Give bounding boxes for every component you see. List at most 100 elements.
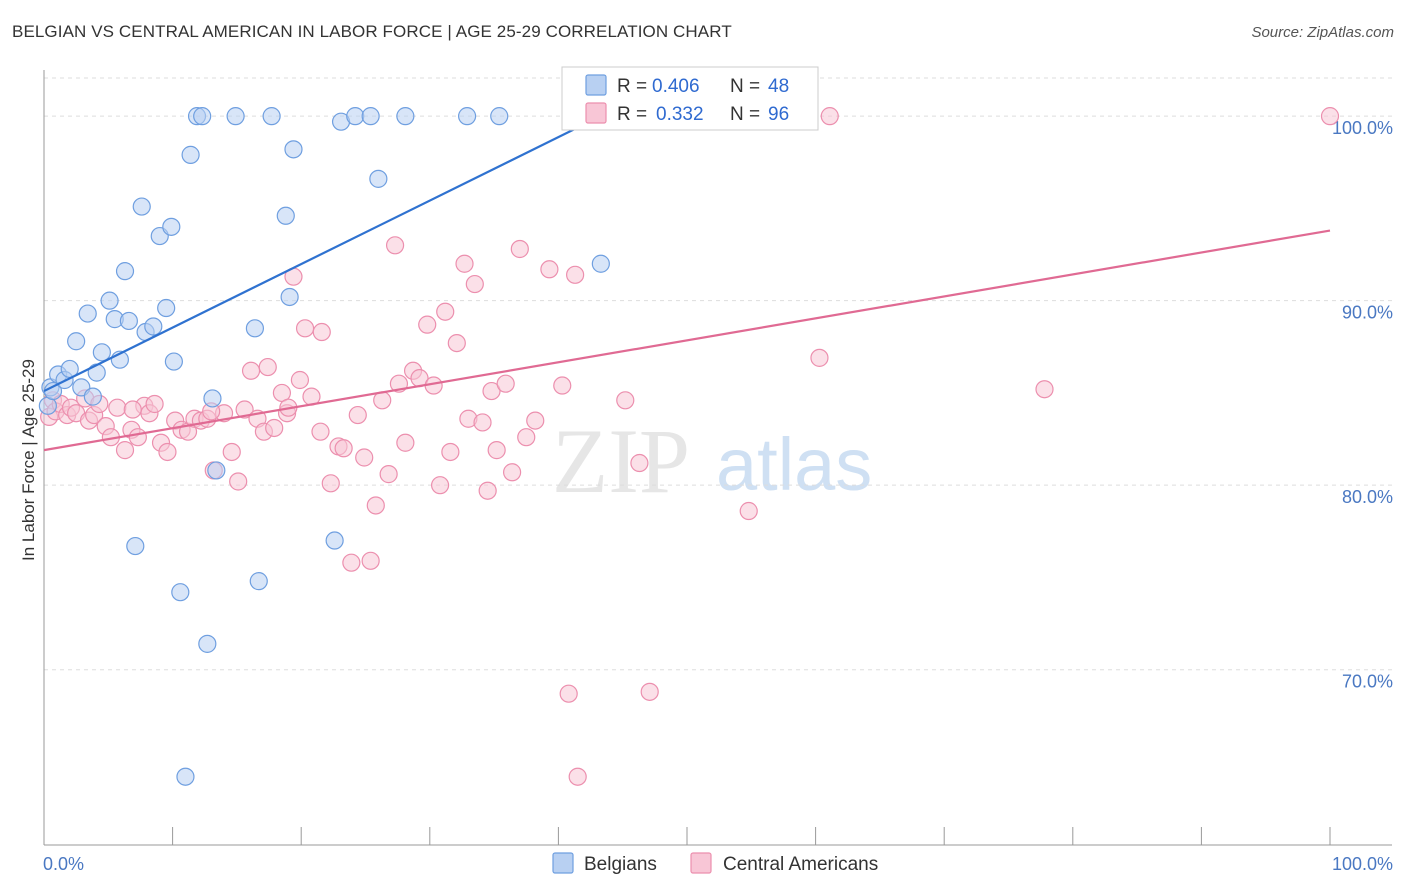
bottom-legend-belgian-label: Belgians	[584, 854, 657, 875]
central-american-point-89	[810, 348, 829, 367]
central-american-point-33	[241, 361, 261, 380]
belgian-point-6	[67, 332, 86, 351]
central-american-point-37	[265, 418, 284, 438]
central-american-point-80	[553, 376, 572, 395]
central-american-point-45	[312, 322, 331, 342]
y-tick-label-80: 80.0%	[1342, 487, 1393, 507]
x-tick-label-min: 0.0%	[43, 854, 84, 874]
belgian-point-24	[164, 352, 183, 371]
central-american-point-78	[526, 411, 545, 430]
belgian-point-17	[126, 536, 145, 556]
central-american-point-70	[473, 413, 492, 432]
central-american-point-86	[559, 684, 578, 703]
central-american-point-65	[441, 442, 460, 462]
belgian-point-20	[144, 317, 163, 336]
belgian-point-32	[207, 461, 226, 480]
legend-belgian-r-value: 0.406	[652, 76, 700, 97]
central-american-point-87	[568, 767, 587, 786]
central-american-point-13	[108, 398, 127, 417]
central-american-point-64	[436, 302, 455, 321]
watermark-zip: ZIP	[552, 410, 690, 512]
central-american-point-19	[145, 394, 164, 414]
belgian-trend-line	[43, 115, 602, 393]
belgian-point-38	[280, 287, 299, 307]
central-american-point-69	[465, 274, 484, 294]
legend-central-r-label: R =	[617, 104, 647, 125]
correlation-legend: R = 0.406 N = 48 R = 0.332 N = 96	[561, 66, 819, 131]
central-american-point-58	[396, 433, 415, 452]
central-american-point-46	[321, 474, 340, 493]
central-americans-points	[40, 107, 1340, 786]
central-american-point-88	[739, 501, 758, 521]
legend-central-n-value: 96	[768, 104, 789, 125]
central-american-point-52	[361, 551, 380, 570]
central-american-point-67	[455, 254, 474, 273]
central-american-point-41	[290, 370, 310, 390]
central-american-point-48	[334, 439, 353, 458]
belgian-point-11	[92, 343, 111, 362]
belgian-point-16	[119, 311, 138, 331]
belgian-point-34	[245, 319, 265, 338]
central-american-point-73	[487, 441, 506, 460]
central-american-point-72	[482, 381, 501, 401]
belgian-point-29	[193, 107, 212, 126]
central-american-point-21	[158, 442, 177, 462]
y-axis-label: In Labor Force | Age 25-29	[19, 359, 38, 561]
central-american-point-53	[366, 496, 385, 515]
belgian-point-30	[198, 634, 217, 653]
central-american-point-71	[478, 481, 497, 500]
central-american-point-90	[820, 107, 839, 126]
legend-central-swatch	[585, 102, 607, 124]
belgian-point-9	[83, 387, 102, 406]
bottom-legend-central-label: Central Americans	[723, 854, 878, 875]
trend-lines	[43, 115, 1331, 452]
central-american-point-44	[311, 422, 330, 441]
central-american-point-84	[640, 682, 659, 701]
belgian-point-33	[226, 107, 245, 126]
belgian-point-35	[249, 572, 268, 591]
central-american-point-55	[379, 465, 398, 484]
central-american-point-74	[496, 374, 515, 393]
belgian-point-36	[262, 107, 281, 126]
central-american-point-36	[258, 357, 277, 377]
legend-belgian-swatch	[585, 74, 607, 96]
central-american-point-14	[115, 441, 135, 460]
belgian-point-15	[115, 262, 135, 281]
bottom-legend-belgian-swatch	[552, 852, 574, 874]
central-american-point-91	[1035, 380, 1054, 399]
central-american-point-56	[385, 236, 405, 255]
belgian-point-47	[490, 107, 509, 126]
belgians-points	[38, 107, 610, 786]
central-american-point-16	[128, 428, 147, 447]
central-american-point-49	[342, 553, 361, 572]
central-american-point-79	[540, 260, 559, 279]
grid-lines: 70.0% 80.0% 90.0% 100.0%	[44, 77, 1393, 692]
belgian-point-27	[181, 145, 200, 164]
legend-belgian-n-value: 48	[768, 76, 789, 97]
belgian-point-10	[87, 363, 106, 382]
watermark-atlas: atlas	[716, 423, 872, 506]
belgian-point-39	[284, 140, 303, 159]
series-legend: Belgians Central Americans	[552, 852, 878, 875]
central-american-trend-line	[43, 229, 1331, 452]
central-american-point-32	[235, 400, 254, 419]
belgian-point-18	[132, 197, 151, 216]
source-label: Source: ZipAtlas.com	[1251, 24, 1394, 41]
central-american-point-81	[566, 265, 585, 284]
belgian-point-40	[325, 531, 344, 550]
chart-title: BELGIAN VS CENTRAL AMERICAN IN LABOR FOR…	[12, 22, 732, 41]
legend-central-n-label: N =	[730, 104, 760, 125]
belgian-point-22	[157, 298, 176, 318]
central-american-point-94	[123, 400, 142, 419]
central-american-point-76	[510, 239, 529, 259]
belgian-point-37	[276, 206, 295, 225]
belgian-point-31	[203, 389, 222, 408]
belgian-point-43	[361, 107, 380, 126]
y-tick-label-100: 100.0%	[1332, 118, 1393, 138]
legend-belgian-n-label: N =	[730, 76, 760, 97]
central-american-point-50	[348, 405, 367, 425]
central-american-point-77	[517, 428, 536, 447]
belgian-point-8	[78, 304, 97, 323]
axes	[43, 70, 1392, 846]
